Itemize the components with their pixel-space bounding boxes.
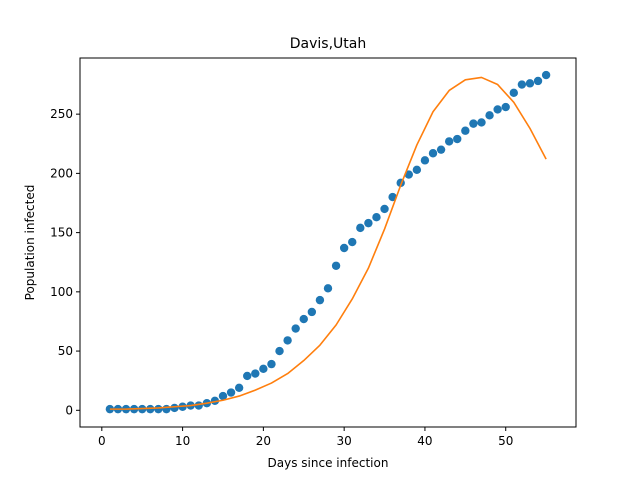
scatter-point: [299, 314, 308, 324]
axes-frame: [79, 57, 577, 428]
y-tick-label: 0: [65, 403, 73, 417]
x-tick-label: 50: [498, 434, 513, 448]
fit-curve-line: [109, 76, 547, 410]
y-axis: 0 50 100 150 200 250: [50, 107, 80, 417]
x-tick-label: 10: [175, 434, 190, 448]
scatter-point: [453, 134, 462, 144]
scatter-point: [283, 336, 292, 345]
scatter-point: [307, 307, 317, 317]
scatter-point: [444, 137, 454, 146]
scatter-point: [162, 404, 171, 414]
y-tick-label: 200: [50, 166, 73, 180]
scatter-point: [291, 324, 300, 333]
scatter-point: [315, 295, 325, 305]
scatter-point: [210, 396, 220, 406]
scatter-point: [275, 346, 284, 356]
scatter-point: [348, 237, 357, 247]
scatter-point: [226, 388, 236, 397]
scatter-point: [339, 243, 349, 253]
scatter-point: [533, 76, 543, 86]
scatter-point: [323, 284, 333, 293]
plot-area: [105, 70, 551, 414]
x-tick-label: 20: [256, 434, 271, 448]
x-tick-label: 0: [98, 434, 106, 448]
scatter-point: [364, 218, 373, 228]
scatter-point: [493, 105, 502, 114]
scatter-point: [146, 404, 155, 414]
x-axis-label: Days since infection: [268, 456, 389, 470]
y-tick-label: 100: [50, 285, 73, 299]
scatter-point: [469, 119, 478, 128]
scatter-point: [509, 88, 518, 98]
y-axis-label: Population infected: [23, 185, 37, 301]
scatter-point: [517, 80, 527, 89]
scatter-point: [477, 118, 486, 127]
scatter-point: [356, 223, 365, 233]
scatter-point: [420, 156, 430, 165]
scatter-point: [251, 369, 260, 378]
scatter-point: [461, 126, 470, 135]
scatter-point: [170, 403, 179, 413]
scatter-point: [259, 364, 268, 374]
scatter-point: [234, 383, 244, 392]
scatter-point: [485, 111, 494, 120]
scatter-point: [428, 149, 438, 158]
scatter-point: [525, 79, 535, 88]
scatter-point: [331, 261, 341, 270]
chart-title: Davis,Utah: [290, 36, 366, 52]
y-tick-label: 50: [58, 344, 73, 358]
scatter-point: [412, 165, 422, 175]
y-tick-label: 250: [50, 107, 73, 121]
scatter-point: [501, 102, 510, 112]
scatter-point: [372, 213, 381, 222]
scatter-point: [267, 359, 276, 369]
scatter-point: [541, 70, 551, 80]
scatter-point: [380, 204, 389, 214]
scatter-point: [436, 145, 446, 154]
x-tick-label: 40: [417, 434, 432, 448]
scatter-point: [218, 391, 228, 401]
scatter-point: [154, 404, 163, 414]
x-tick-label: 30: [337, 434, 352, 448]
scatter-point: [243, 371, 252, 381]
x-axis: 0 10 20 30 40 50: [98, 427, 513, 448]
y-tick-label: 150: [50, 226, 73, 240]
